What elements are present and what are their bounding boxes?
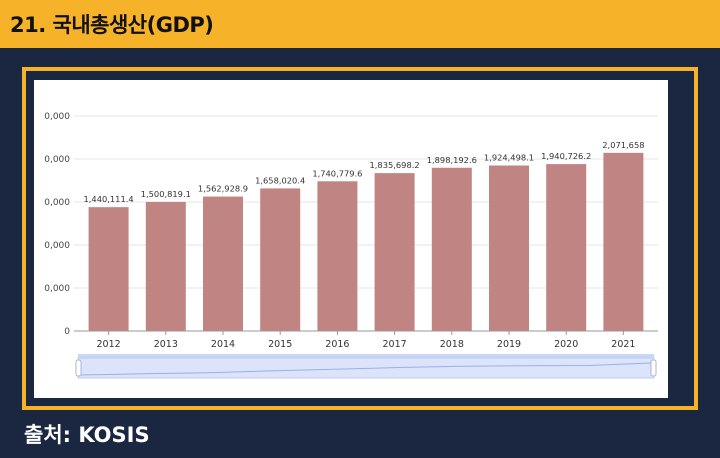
x-tick-label: 2016 <box>325 339 349 350</box>
bar-2020[interactable] <box>546 164 587 331</box>
data-label: 1,500,819.1 <box>141 189 191 199</box>
data-label: 1,898,192.6 <box>427 155 477 165</box>
data-label: 1,940,726.2 <box>541 151 591 161</box>
bar-2018[interactable] <box>431 167 472 331</box>
y-tick-label: 0 <box>64 327 70 337</box>
page-header: 21. 국내총생산(GDP) <box>0 0 720 48</box>
zoom-slider-left-handle[interactable] <box>75 359 82 377</box>
x-tick-label: 2017 <box>383 339 407 350</box>
zoom-slider-top-handle[interactable] <box>78 354 654 358</box>
y-tick-label: 0,000 <box>44 198 70 208</box>
page-title: 21. 국내총생산(GDP) <box>10 13 214 37</box>
x-tick-label: 2015 <box>268 339 292 350</box>
bar-2019[interactable] <box>489 165 529 331</box>
x-tick-label: 2013 <box>154 339 178 350</box>
bar-2021[interactable] <box>603 152 644 331</box>
bar-2015[interactable] <box>260 188 301 331</box>
bar-2014[interactable] <box>203 196 243 331</box>
chart-frame <box>22 67 698 410</box>
bar-2017[interactable] <box>374 173 415 331</box>
source-caption: 출처: KOSIS <box>24 418 150 450</box>
chart-panel: 0 0,000 0,000 0,000 0,000 0,000 1,440,111.4 201… <box>34 80 668 398</box>
y-tick-label: 0,000 <box>44 241 70 251</box>
data-label: 1,924,498.1 <box>484 152 534 162</box>
data-label: 1,440,111.4 <box>84 194 134 204</box>
y-tick-label: 0,000 <box>44 284 70 294</box>
bar-2013[interactable] <box>145 201 186 331</box>
bar-2016[interactable] <box>317 181 358 331</box>
x-tick-label: 2021 <box>611 339 635 350</box>
data-label: 1,562,928.9 <box>198 184 248 194</box>
data-label: 1,740,779.6 <box>312 168 362 178</box>
zoom-slider-preview-line <box>79 362 653 376</box>
x-tick-label: 2014 <box>211 339 235 350</box>
gdp-bar-chart: 0 0,000 0,000 0,000 0,000 0,000 1,440,111.4 201… <box>44 112 658 379</box>
source-label: 출처: KOSIS <box>24 423 150 447</box>
x-tick-label: 2020 <box>554 339 578 350</box>
y-tick-label: 0,000 <box>44 112 70 122</box>
zoom-slider-right-handle[interactable] <box>650 359 657 377</box>
bar-2012[interactable] <box>88 207 129 331</box>
data-label: 1,835,698.2 <box>370 160 420 170</box>
data-label: 1,658,020.4 <box>255 175 305 185</box>
data-label: 2,071,658 <box>602 140 644 150</box>
x-tick-label: 2019 <box>497 339 521 350</box>
x-tick-label: 2012 <box>97 339 121 350</box>
x-tick-label: 2018 <box>440 339 464 350</box>
y-tick-label: 0,000 <box>44 155 70 165</box>
